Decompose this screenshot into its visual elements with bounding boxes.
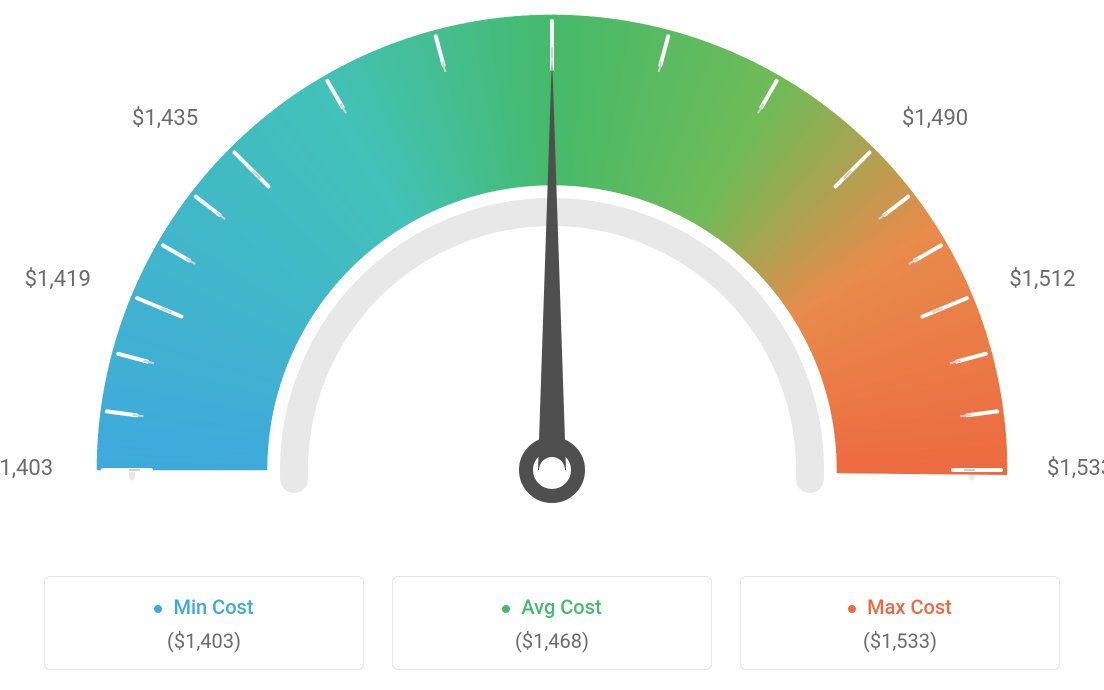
legend-avg-value: ($1,468) <box>403 629 701 653</box>
legend-max-value: ($1,533) <box>751 629 1049 653</box>
gauge-tick-label: $1,435 <box>132 106 198 131</box>
legend-max-dot <box>848 605 856 613</box>
gauge-tick-label: $1,533 <box>1047 456 1104 481</box>
gauge-tick-label: $1,512 <box>1009 267 1075 292</box>
legend-min-title: Min Cost <box>55 595 353 619</box>
legend-row: Min Cost ($1,403) Avg Cost ($1,468) Max … <box>0 576 1104 670</box>
legend-avg-label: Avg Cost <box>521 595 601 619</box>
gauge-svg <box>0 0 1104 540</box>
legend-card-avg: Avg Cost ($1,468) <box>392 576 712 670</box>
gauge-tick-label: $1,419 <box>25 267 91 292</box>
legend-card-max: Max Cost ($1,533) <box>740 576 1060 670</box>
legend-min-dot <box>154 605 162 613</box>
legend-card-min: Min Cost ($1,403) <box>44 576 364 670</box>
legend-min-value: ($1,403) <box>55 629 353 653</box>
gauge-chart: $1,403$1,419$1,435$1,468$1,490$1,512$1,5… <box>0 0 1104 540</box>
legend-max-title: Max Cost <box>751 595 1049 619</box>
gauge-tick-label: $1,490 <box>902 106 968 131</box>
legend-avg-title: Avg Cost <box>403 595 701 619</box>
legend-max-label: Max Cost <box>867 595 952 619</box>
legend-avg-dot <box>502 605 510 613</box>
legend-min-label: Min Cost <box>173 595 253 619</box>
gauge-tick-label: $1,403 <box>0 456 53 481</box>
